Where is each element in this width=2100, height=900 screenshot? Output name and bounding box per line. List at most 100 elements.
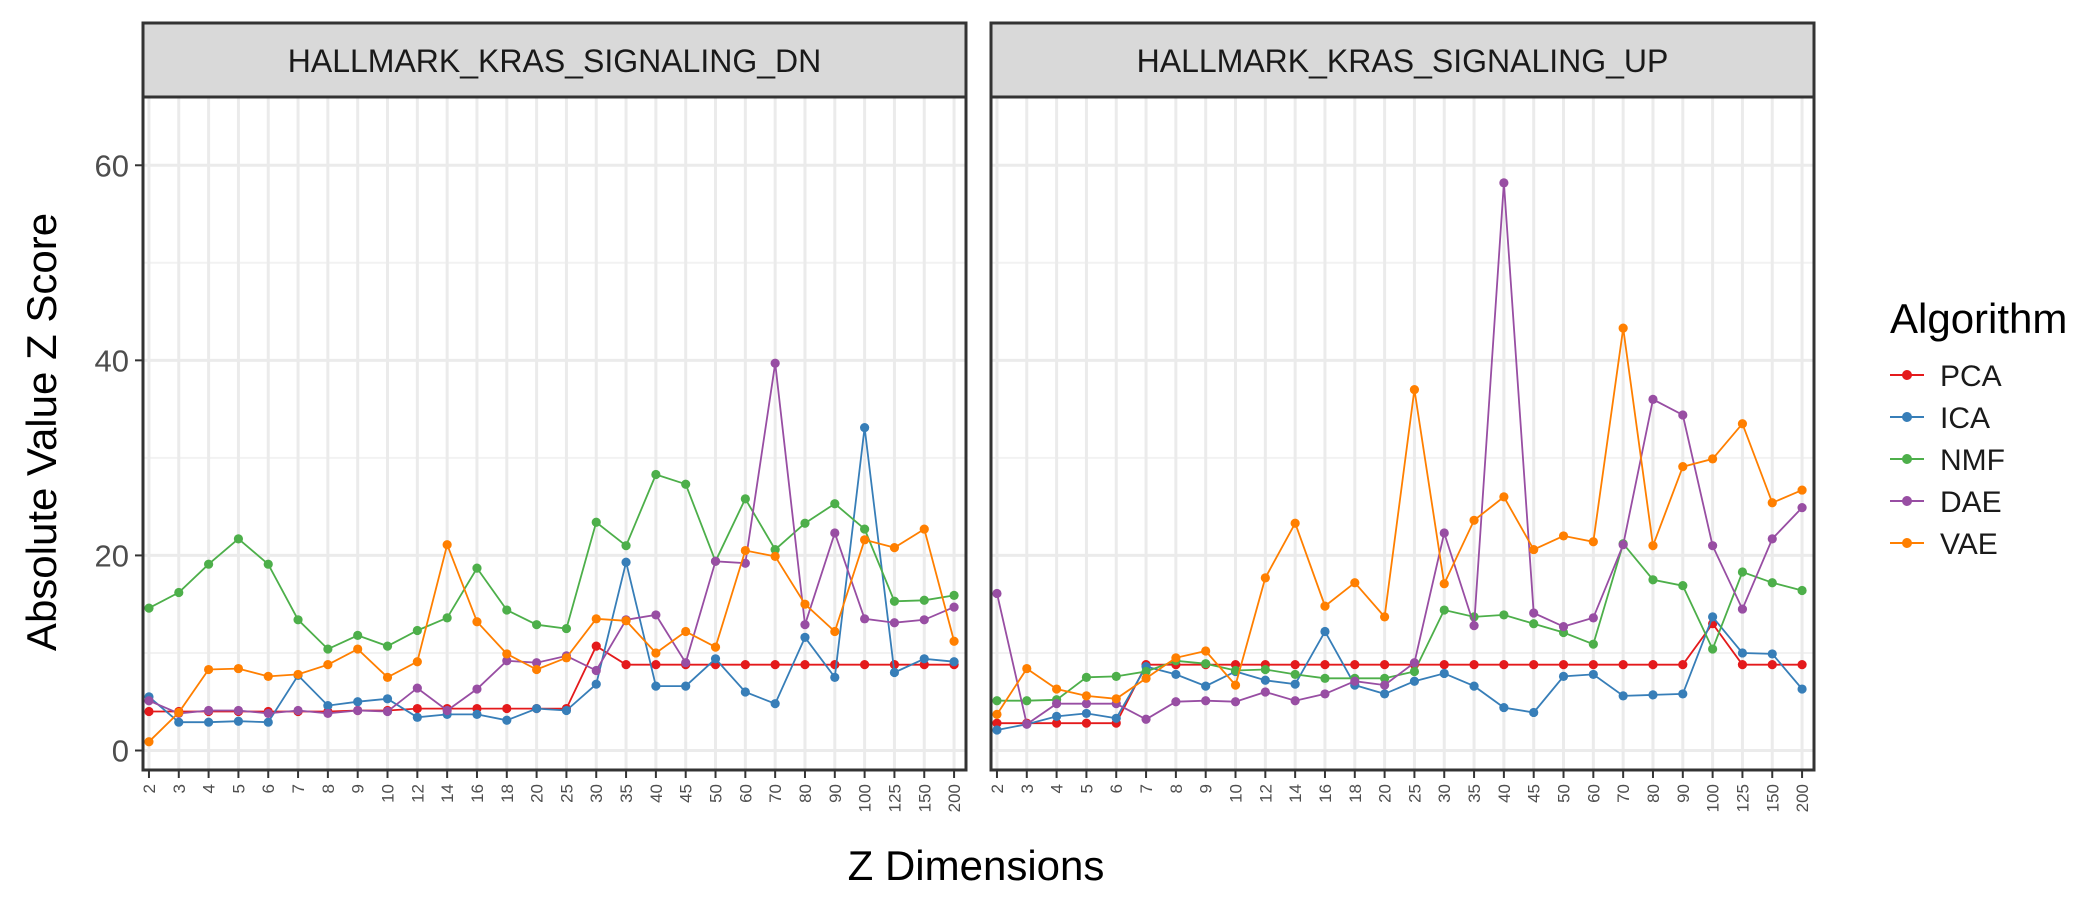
series-ica	[144, 423, 959, 727]
x-tick-label: 8	[319, 784, 338, 793]
data-point-vae	[591, 614, 601, 624]
data-point-ica	[353, 697, 363, 707]
data-point-vae	[889, 543, 900, 553]
data-point-vae	[353, 644, 363, 654]
data-point-dae	[442, 705, 452, 716]
data-point-vae	[1767, 498, 1777, 508]
series-line-nmf	[148, 473, 955, 651]
data-point-vae	[919, 524, 929, 534]
data-point-vae	[1558, 531, 1569, 541]
data-point-pca	[1558, 660, 1569, 670]
x-tick-label: 50	[1555, 784, 1574, 803]
data-point-ica	[591, 679, 601, 689]
data-point-nmf	[1320, 673, 1330, 683]
x-tick-label: 7	[289, 784, 308, 793]
legend-title: Algorithm	[1890, 295, 2067, 342]
data-point-ica	[1439, 668, 1449, 679]
data-point-nmf	[800, 518, 810, 528]
x-tick-label: 16	[1316, 784, 1335, 803]
data-point-pca	[1320, 660, 1330, 670]
data-point-vae	[1052, 684, 1062, 694]
data-point-dae	[204, 705, 214, 716]
data-point-ica	[561, 705, 572, 716]
x-tick-label: 90	[1674, 784, 1693, 803]
data-point-ica	[1469, 681, 1479, 691]
data-point-dae	[1320, 689, 1330, 699]
data-point-vae	[442, 540, 452, 550]
facet-strip	[141, 21, 968, 99]
data-point-pca	[1529, 660, 1539, 670]
legend-key-point	[1902, 370, 1912, 380]
plot-background	[991, 97, 1814, 770]
series-line-vae	[148, 527, 955, 743]
data-point-nmf	[1588, 639, 1598, 649]
data-point-nmf	[919, 595, 929, 605]
data-point-nmf	[591, 517, 601, 527]
data-point-pca	[651, 660, 661, 670]
data-point-vae	[1439, 579, 1449, 589]
x-tick-label: 12	[408, 784, 427, 803]
data-point-nmf	[1439, 605, 1449, 615]
x-tick-label: 7	[1137, 784, 1156, 793]
data-point-ica	[992, 725, 1002, 735]
data-point-ica	[1111, 713, 1121, 723]
x-tick-label: 125	[885, 784, 904, 812]
data-point-ica	[1708, 612, 1718, 622]
legend-key-point	[1902, 454, 1912, 464]
data-point-pca	[830, 660, 840, 670]
x-tick-label: 30	[587, 784, 606, 803]
x-tick-label: 12	[1256, 784, 1275, 803]
data-point-nmf	[1380, 673, 1390, 683]
x-tick-label: 200	[945, 784, 964, 812]
data-point-nmf	[204, 559, 214, 569]
data-point-dae	[1350, 676, 1360, 686]
data-point-ica	[949, 657, 959, 667]
data-point-ica	[1797, 684, 1807, 694]
data-point-nmf	[1230, 665, 1241, 676]
data-point-vae	[561, 653, 572, 663]
data-point-pca	[1648, 660, 1658, 670]
data-point-ica	[1529, 707, 1539, 718]
y-tick-label: 0	[112, 733, 129, 768]
data-point-vae	[1141, 673, 1151, 683]
x-tick-label: 6	[1107, 784, 1126, 793]
x-tick-label: 45	[1525, 784, 1544, 803]
data-point-dae	[889, 618, 900, 628]
x-tick-label: 9	[1197, 784, 1216, 793]
data-point-dae	[382, 706, 393, 717]
data-point-dae	[740, 558, 750, 568]
data-point-dae	[472, 684, 482, 694]
data-point-vae	[949, 636, 959, 646]
data-point-ica	[800, 632, 810, 642]
data-point-pca	[1588, 660, 1598, 670]
series-line-vae	[996, 328, 1803, 715]
data-point-dae	[992, 588, 1002, 599]
data-point-nmf	[1678, 581, 1688, 591]
data-point-pca	[144, 706, 154, 717]
legend-item-dae: DAE	[1890, 486, 2002, 519]
data-point-dae	[323, 708, 333, 719]
data-point-dae	[860, 614, 870, 624]
data-point-vae	[1737, 419, 1748, 429]
data-point-pca	[1737, 660, 1748, 670]
data-point-nmf	[233, 534, 244, 544]
data-point-nmf	[992, 696, 1002, 706]
data-point-ica	[770, 699, 780, 709]
panel-kras-dn: HALLMARK_KRAS_SIGNALING_DN2 3 4 5 6 7 8 9 10 12 14…	[140, 21, 968, 812]
data-point-vae	[263, 671, 273, 681]
data-point-pca	[591, 641, 601, 651]
data-point-nmf	[681, 479, 691, 489]
x-tick-label: 20	[1376, 784, 1395, 803]
x-tick-label: 45	[677, 784, 696, 803]
x-tick-label: 40	[647, 784, 666, 803]
data-point-pca	[800, 660, 810, 670]
data-point-ica	[532, 703, 542, 714]
x-tick-label: 200	[1793, 784, 1812, 812]
legend-item-vae: VAE	[1890, 528, 1998, 561]
legend-label: ICA	[1940, 402, 1990, 435]
x-tick-label: 14	[438, 784, 457, 803]
data-point-dae	[532, 658, 542, 668]
data-point-nmf	[144, 603, 154, 613]
data-point-pca	[1439, 660, 1449, 670]
data-point-ica	[1409, 676, 1420, 686]
